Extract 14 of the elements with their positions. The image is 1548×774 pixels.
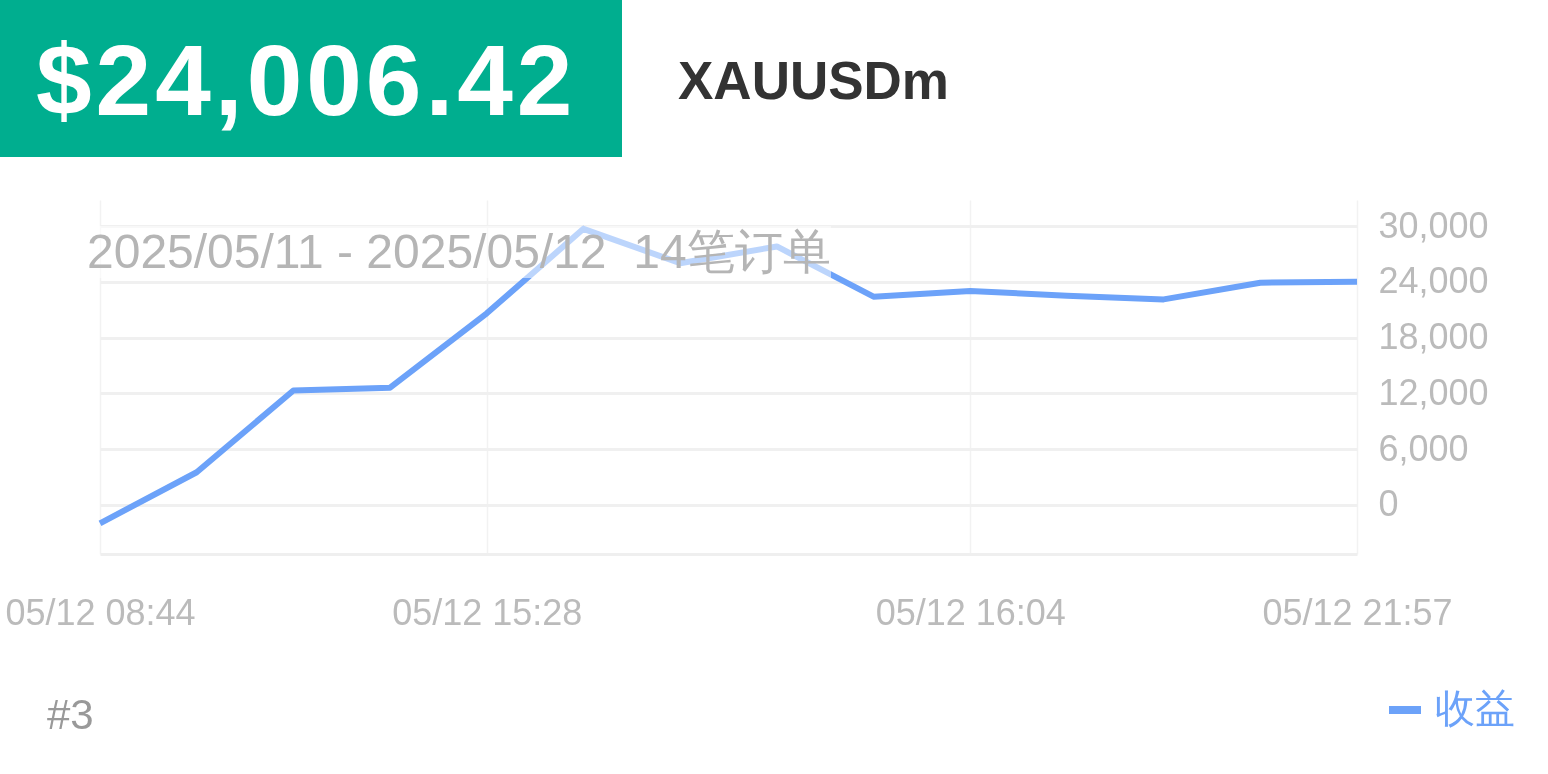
y-tick-label: 12,000 <box>1378 371 1489 413</box>
y-tick-label: 18,000 <box>1378 316 1489 358</box>
y-tick-label: 30,000 <box>1378 204 1489 246</box>
x-tick-label: 05/12 15:28 <box>392 591 583 633</box>
legend-label: 收益 <box>1435 686 1515 730</box>
x-tick-label: 05/12 16:04 <box>875 591 1066 633</box>
x-tick-label: 05/12 21:57 <box>1262 591 1453 633</box>
y-tick-label: 24,000 <box>1378 260 1489 302</box>
y-tick-label: 6,000 <box>1378 427 1469 469</box>
x-tick-label: 05/12 08:44 <box>5 591 196 633</box>
text: $24,006.42 <box>36 24 577 136</box>
y-tick-label: 0 <box>1378 483 1399 525</box>
chart-title: XAUUSDm <box>678 51 949 110</box>
text: #3 <box>47 691 94 738</box>
